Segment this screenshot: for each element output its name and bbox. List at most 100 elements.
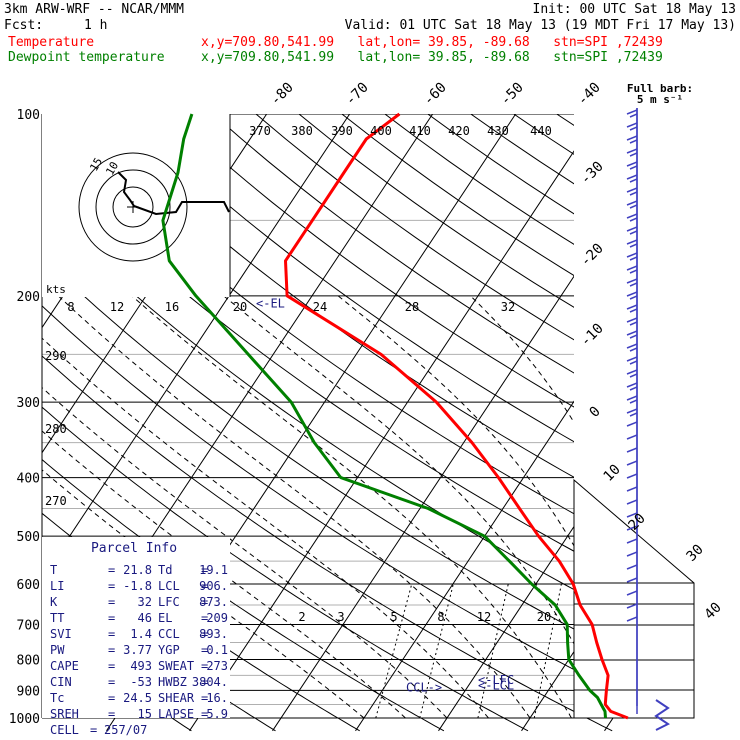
barb-flag (626, 369, 638, 375)
barb-flag (626, 239, 638, 245)
parcel-label: Tc (50, 691, 64, 705)
hodograph-units: kts (46, 283, 66, 296)
isotherm-line (688, 114, 740, 731)
pressure-tick-label: 200 (17, 290, 40, 305)
barb-flag (626, 447, 638, 453)
parcel-value: 0.1 (206, 643, 228, 657)
parcel-label: Td (158, 563, 172, 577)
mixing-ratio-label: 8 (437, 610, 444, 624)
isotherm-line (355, 297, 642, 732)
pressure-tick-label: 300 (17, 396, 40, 411)
barb-flag (629, 399, 638, 404)
barb-flag (626, 330, 638, 336)
temperature-legend: Temperature (8, 35, 95, 50)
barb-flag (626, 512, 638, 518)
parcel-label: EL (158, 611, 172, 625)
parcel-value: 273 (206, 659, 228, 673)
parcel-eq: = (201, 611, 208, 625)
isotherm-label: 40 (702, 600, 725, 623)
barb-flag (626, 473, 638, 479)
barb-flag (629, 178, 638, 183)
pressure-tick-label: 1000 (9, 712, 40, 727)
parcel-value: 21.8 (123, 563, 152, 577)
forecast-hour: 1 h (84, 18, 108, 33)
hodograph-ring (112, 186, 154, 228)
lfc-marker: <-LFC (478, 673, 514, 687)
parcel-eq: = (108, 579, 115, 593)
dry-adiabat (212, 114, 642, 413)
isotherm-line (42, 114, 351, 579)
moist-adiabat (42, 430, 406, 719)
isotherm-label: -60 (421, 80, 450, 109)
hodograph-ring-label: 15 (87, 156, 105, 174)
isotherm-label: -50 (498, 80, 527, 109)
parcel-eq: = (90, 723, 97, 737)
barb-legend-title: Full barb: (627, 82, 693, 95)
theta-label: 400 (370, 124, 392, 138)
mixing-ratio-label: 20 (537, 610, 551, 624)
parcel-eq: = (201, 627, 208, 641)
parcel-label: SWEAT (158, 659, 194, 673)
parcel-eq: = (201, 579, 208, 593)
dry-adiabat (126, 114, 642, 481)
parcel-value: 906. (199, 579, 228, 593)
barb-flag (626, 226, 638, 232)
speed-label: 8 (67, 300, 74, 314)
mixing-ratio-label: 2 (298, 610, 305, 624)
parcel-label: CELL (50, 723, 79, 737)
isotherm-label: -70 (343, 80, 372, 109)
moist-adiabat (131, 295, 572, 719)
parcel-value: -53 (130, 675, 152, 689)
speed-label: 20 (233, 300, 247, 314)
parcel-label: SVI (50, 627, 72, 641)
barb-flag (629, 191, 638, 196)
barb-flag (629, 295, 638, 300)
parcel-value: 893. (199, 627, 228, 641)
barb-flag (629, 165, 638, 170)
dewpoint-location: x,y=709.80,541.99 lat,lon= 39.85, -89.68… (201, 50, 663, 65)
parcel-eq: = (201, 563, 208, 577)
barb-flag (629, 334, 638, 339)
temperature-trace (284, 112, 629, 720)
pressure-tick-label: 700 (17, 618, 40, 633)
barb-flag (629, 360, 638, 365)
theta-label: 410 (409, 124, 431, 138)
isotherm-line (438, 423, 642, 732)
parcel-eq: = (108, 563, 115, 577)
parcel-eq: = (108, 675, 115, 689)
parcel-eq: = (108, 659, 115, 673)
parcel-eq: = (108, 707, 115, 721)
parcel-value: 46 (138, 611, 152, 625)
parcel-label: LAPSE (158, 707, 194, 721)
parcel-value: 873. (199, 595, 228, 609)
barb-flag (626, 499, 638, 505)
speed-label: 24 (313, 300, 327, 314)
mixing-ratio-line (477, 583, 509, 719)
pressure-tick-label: 500 (17, 530, 40, 545)
barb-flag (626, 525, 638, 531)
theta-label: 440 (530, 124, 552, 138)
model-title: 3km ARW-WRF -- NCAR/MMM (4, 2, 185, 17)
parcel-label: CIN (50, 675, 72, 689)
isotherm-label: -80 (268, 80, 297, 109)
parcel-value: 16. (206, 691, 228, 705)
theta-label: 390 (331, 124, 353, 138)
parcel-value: 19.1 (199, 563, 228, 577)
theta-label: 370 (249, 124, 271, 138)
parcel-label: YGP (158, 643, 180, 657)
surface-barbs (654, 699, 670, 731)
speed-label: 32 (501, 300, 515, 314)
barb-flag (626, 317, 638, 323)
parcel-label: LFC (158, 595, 180, 609)
barb-flag (626, 291, 638, 297)
barb-legend-value: 5 m s⁻¹ (637, 93, 683, 106)
barb-flag (626, 538, 638, 544)
init-time: Init: 00 UTC Sat 18 May 13 (532, 2, 737, 17)
barb-flag (629, 139, 638, 144)
theta-label: 420 (448, 124, 470, 138)
dewpoint-legend: Dewpoint temperature (8, 50, 165, 65)
barb-flag (626, 265, 638, 271)
mixing-ratio-label: 12 (477, 610, 491, 624)
moist-adiabat (57, 295, 531, 719)
